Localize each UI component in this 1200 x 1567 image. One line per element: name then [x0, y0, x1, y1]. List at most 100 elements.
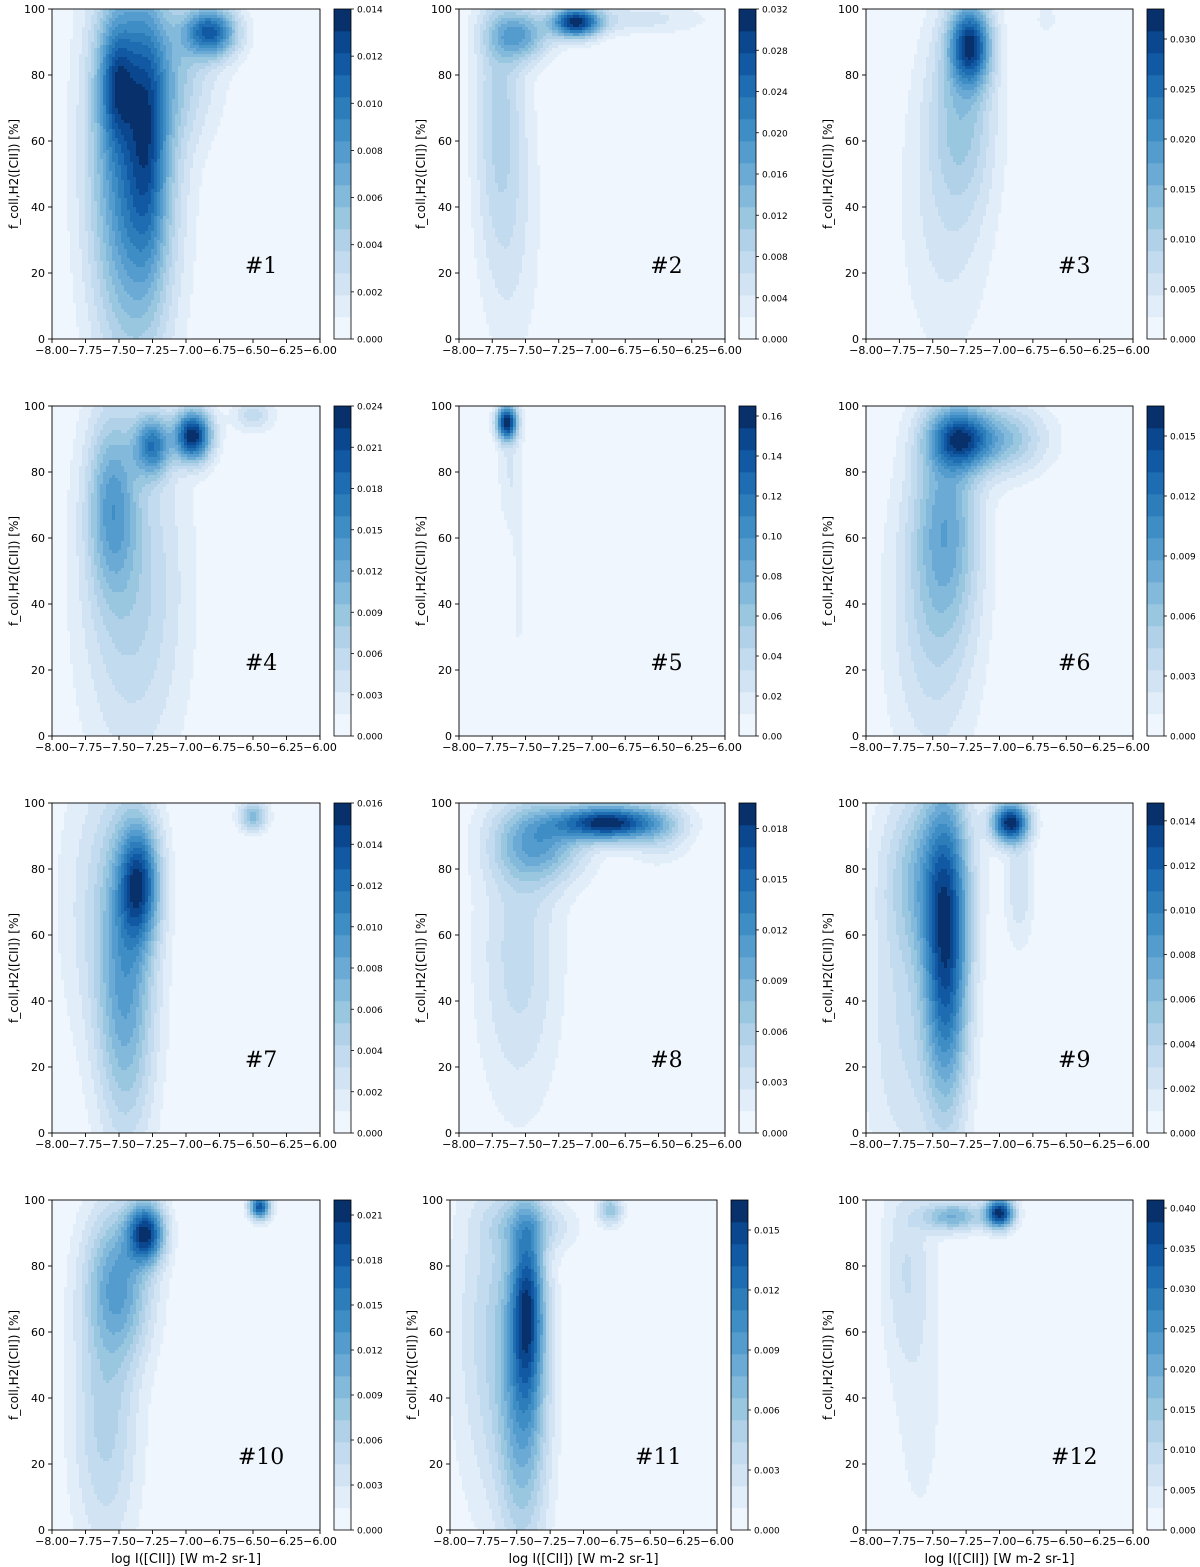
density-cell — [160, 126, 163, 129]
density-cell — [76, 30, 79, 33]
density-cell — [148, 36, 151, 39]
density-cell — [235, 36, 238, 39]
density-cell — [97, 108, 100, 111]
density-cell — [235, 51, 238, 54]
density-cell — [160, 36, 163, 39]
density-cell — [190, 63, 193, 66]
density-cell — [211, 138, 214, 141]
density-cell — [214, 96, 217, 99]
density-cell — [190, 27, 193, 30]
density-cell — [181, 96, 184, 99]
density-cell — [178, 102, 181, 105]
density-cell — [130, 81, 133, 84]
density-cell — [142, 42, 145, 45]
density-cell — [169, 24, 172, 27]
density-cell — [172, 15, 175, 18]
density-cell — [229, 24, 232, 27]
density-cell — [124, 12, 127, 15]
density-cell — [181, 87, 184, 90]
density-cell — [196, 78, 199, 81]
density-cell — [229, 60, 232, 63]
density-cell — [112, 120, 115, 123]
density-cell — [130, 111, 133, 114]
density-cell — [100, 123, 103, 126]
density-cell — [100, 135, 103, 138]
density-cell — [79, 96, 82, 99]
density-cell — [100, 33, 103, 36]
density-cell — [184, 123, 187, 126]
density-cell — [109, 141, 112, 144]
density-cell — [208, 9, 211, 12]
density-cell — [187, 51, 190, 54]
density-cell — [163, 63, 166, 66]
density-cell — [79, 120, 82, 123]
density-cell — [181, 24, 184, 27]
density-cell — [154, 12, 157, 15]
density-cell — [193, 39, 196, 42]
density-cell — [247, 51, 250, 54]
density-cell — [208, 27, 211, 30]
density-cell — [178, 132, 181, 135]
density-cell — [232, 30, 235, 33]
density-cell — [124, 111, 127, 114]
density-cell — [175, 81, 178, 84]
density-cell — [166, 33, 169, 36]
density-cell — [82, 129, 85, 132]
density-cell — [208, 12, 211, 15]
density-cell — [79, 111, 82, 114]
density-cell — [79, 18, 82, 21]
density-cell — [172, 78, 175, 81]
density-cell — [100, 99, 103, 102]
density-cell — [244, 42, 247, 45]
density-cell — [175, 108, 178, 111]
density-cell — [178, 141, 181, 144]
density-cell — [151, 81, 154, 84]
density-cell — [133, 60, 136, 63]
density-cell — [121, 96, 124, 99]
density-cell — [157, 78, 160, 81]
density-cell — [208, 108, 211, 111]
density-cell — [109, 108, 112, 111]
density-cell — [73, 123, 76, 126]
density-cell — [238, 51, 241, 54]
density-cell — [202, 87, 205, 90]
density-cell — [82, 63, 85, 66]
density-cell — [94, 66, 97, 69]
density-cell — [127, 36, 130, 39]
density-cell — [88, 48, 91, 51]
density-cell — [118, 33, 121, 36]
density-cell — [94, 72, 97, 75]
density-cell — [103, 57, 106, 60]
density-cell — [196, 144, 199, 147]
density-cell — [130, 66, 133, 69]
density-cell — [235, 18, 238, 21]
density-cell — [148, 141, 151, 144]
density-cell — [235, 27, 238, 30]
density-cell — [220, 54, 223, 57]
density-cell — [214, 129, 217, 132]
density-cell — [196, 117, 199, 120]
density-cell — [193, 21, 196, 24]
density-cell — [103, 21, 106, 24]
density-cell — [124, 18, 127, 21]
density-cell — [70, 69, 73, 72]
density-cell — [121, 93, 124, 96]
density-cell — [145, 57, 148, 60]
density-cell — [88, 27, 91, 30]
density-cell — [82, 132, 85, 135]
density-cell — [235, 54, 238, 57]
density-cell — [208, 132, 211, 135]
density-cell — [139, 69, 142, 72]
density-cell — [121, 36, 124, 39]
density-cell — [76, 105, 79, 108]
density-cell — [184, 33, 187, 36]
density-cell — [94, 129, 97, 132]
density-cell — [214, 72, 217, 75]
density-cell — [118, 63, 121, 66]
density-cell — [118, 66, 121, 69]
density-cell — [250, 30, 253, 33]
density-cell — [109, 57, 112, 60]
density-cell — [136, 132, 139, 135]
density-cell — [196, 90, 199, 93]
density-cell — [151, 42, 154, 45]
